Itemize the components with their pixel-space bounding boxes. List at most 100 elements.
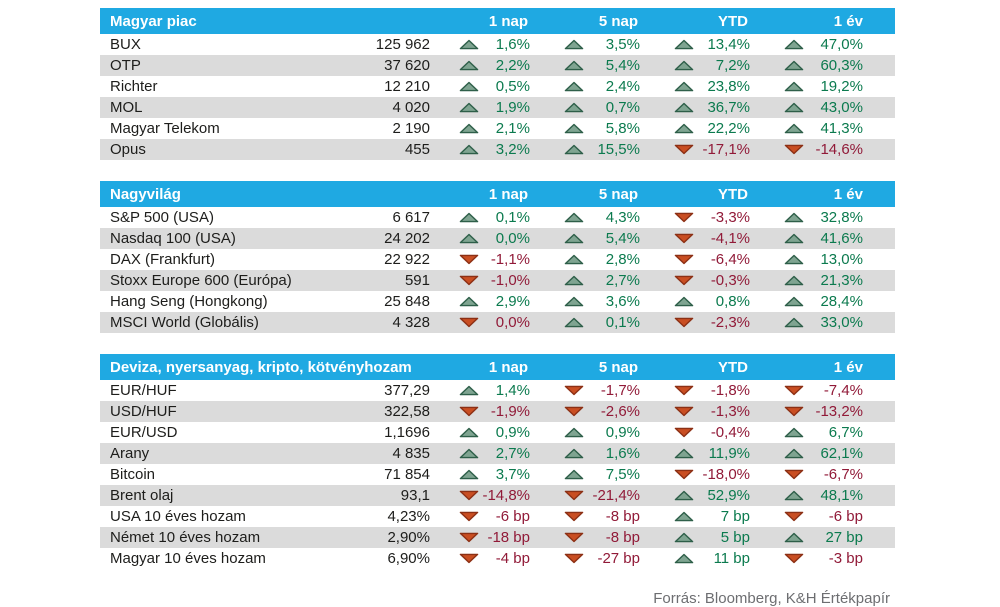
down-arrow-icon	[674, 469, 694, 480]
instrument-name: Magyar 10 éves hozam	[110, 550, 266, 567]
change-value: 0,1%	[495, 209, 530, 226]
down-arrow-icon	[674, 385, 694, 396]
change-cell-1ev: -6,7%	[760, 464, 895, 485]
column-header-5nap: 5 nap	[598, 12, 638, 30]
change-cell-5nap: 3,5%	[540, 34, 650, 55]
instrument-name: OTP	[110, 57, 141, 74]
up-arrow-icon	[784, 233, 804, 244]
change-cell-1nap: -1,0%	[435, 270, 540, 291]
table-row: EUR/USD 1,1696 0,9% 0,9% -0,4% 6,7%	[100, 422, 895, 443]
down-arrow-icon	[564, 406, 584, 417]
change-cell-ytd: -1,8%	[650, 380, 760, 401]
column-header-ytd: YTD	[718, 185, 748, 203]
down-arrow-icon	[674, 212, 694, 223]
down-arrow-icon	[784, 553, 804, 564]
change-value: 6,7%	[828, 424, 863, 441]
up-arrow-icon	[784, 490, 804, 501]
change-cell-1ev: 41,6%	[760, 228, 895, 249]
change-value: 21,3%	[820, 272, 863, 289]
change-value: 62,1%	[820, 445, 863, 462]
instrument-value: 22 922	[384, 251, 430, 268]
up-arrow-icon	[459, 144, 479, 155]
change-value: -6 bp	[495, 508, 530, 525]
column-header-1nap: 1 nap	[488, 185, 528, 203]
change-cell-1ev: 21,3%	[760, 270, 895, 291]
down-arrow-icon	[784, 385, 804, 396]
change-cell-1ev: -7,4%	[760, 380, 895, 401]
change-cell-ytd: 0,8%	[650, 291, 760, 312]
down-arrow-icon	[564, 553, 584, 564]
change-cell-1ev: 43,0%	[760, 97, 895, 118]
table-row: USD/HUF 322,58 -1,9% -2,6% -1,3% -13,2%	[100, 401, 895, 422]
instrument-value: 4 020	[392, 99, 430, 116]
change-cell-5nap: 5,4%	[540, 228, 650, 249]
change-cell-1nap: 1,9%	[435, 97, 540, 118]
change-cell-1ev: 33,0%	[760, 312, 895, 333]
instrument-value: 71 854	[384, 466, 430, 483]
instrument-name: Arany	[110, 445, 150, 462]
instrument-value: 591	[404, 272, 430, 289]
change-value: -27 bp	[597, 550, 640, 567]
down-arrow-icon	[459, 532, 479, 543]
change-value: 13,4%	[707, 36, 750, 53]
up-arrow-icon	[564, 469, 584, 480]
change-value: 0,7%	[605, 99, 640, 116]
change-cell-ytd: -2,3%	[650, 312, 760, 333]
column-header-1nap: 1 nap	[488, 12, 528, 30]
table-row: OTP 37 620 2,2% 5,4% 7,2% 60,3%	[100, 55, 895, 76]
change-cell-1ev: 62,1%	[760, 443, 895, 464]
change-cell-ytd: -6,4%	[650, 249, 760, 270]
change-cell-ytd: 7 bp	[650, 506, 760, 527]
change-value: -0,3%	[710, 272, 750, 289]
instrument-name: Richter	[110, 78, 158, 95]
down-arrow-icon	[459, 490, 479, 501]
change-cell-5nap: 5,4%	[540, 55, 650, 76]
column-header-ytd: YTD	[718, 358, 748, 376]
up-arrow-icon	[674, 102, 694, 113]
up-arrow-icon	[564, 144, 584, 155]
change-value: -1,9%	[490, 403, 530, 420]
up-arrow-icon	[784, 102, 804, 113]
change-cell-5nap: 0,7%	[540, 97, 650, 118]
change-cell-1nap: -14,8%	[435, 485, 540, 506]
change-cell-1nap: -18 bp	[435, 527, 540, 548]
instrument-name: S&P 500 (USA)	[110, 209, 214, 226]
column-header-1nap: 1 nap	[488, 358, 528, 376]
change-cell-ytd: 11 bp	[650, 548, 760, 569]
change-value: 2,1%	[495, 120, 530, 137]
change-value: 0,0%	[495, 314, 530, 331]
up-arrow-icon	[674, 81, 694, 92]
change-cell-5nap: 1,6%	[540, 443, 650, 464]
up-arrow-icon	[564, 296, 584, 307]
up-arrow-icon	[784, 81, 804, 92]
table-header: Nagyvilág 1 nap 5 nap YTD 1 év	[100, 181, 895, 207]
change-value: -6,7%	[823, 466, 863, 483]
change-value: -1,1%	[490, 251, 530, 268]
instrument-name: MSCI World (Globális)	[110, 314, 259, 331]
change-cell-1nap: -1,9%	[435, 401, 540, 422]
change-value: 7,2%	[715, 57, 750, 74]
up-arrow-icon	[564, 275, 584, 286]
change-cell-ytd: -3,3%	[650, 207, 760, 228]
down-arrow-icon	[459, 254, 479, 265]
table-title: Magyar piac	[110, 12, 197, 30]
instrument-value: 25 848	[384, 293, 430, 310]
column-header-1ev: 1 év	[833, 12, 863, 30]
up-arrow-icon	[564, 39, 584, 50]
change-cell-1nap: 1,6%	[435, 34, 540, 55]
change-cell-5nap: 15,5%	[540, 139, 650, 160]
change-value: -8 bp	[605, 529, 640, 546]
table-row: Magyar Telekom 2 190 2,1% 5,8% 22,2% 41,3%	[100, 118, 895, 139]
change-cell-1nap: -4 bp	[435, 548, 540, 569]
change-cell-5nap: 7,5%	[540, 464, 650, 485]
up-arrow-icon	[459, 60, 479, 71]
change-value: -2,6%	[600, 403, 640, 420]
up-arrow-icon	[564, 427, 584, 438]
down-arrow-icon	[564, 532, 584, 543]
instrument-value: 6 617	[392, 209, 430, 226]
change-value: 11 bp	[713, 550, 750, 567]
change-cell-1nap: 2,1%	[435, 118, 540, 139]
change-value: 5,4%	[605, 57, 640, 74]
down-arrow-icon	[564, 490, 584, 501]
market-report: Magyar piac 1 nap 5 nap YTD 1 év BUX 125 962 1,…	[100, 8, 895, 607]
